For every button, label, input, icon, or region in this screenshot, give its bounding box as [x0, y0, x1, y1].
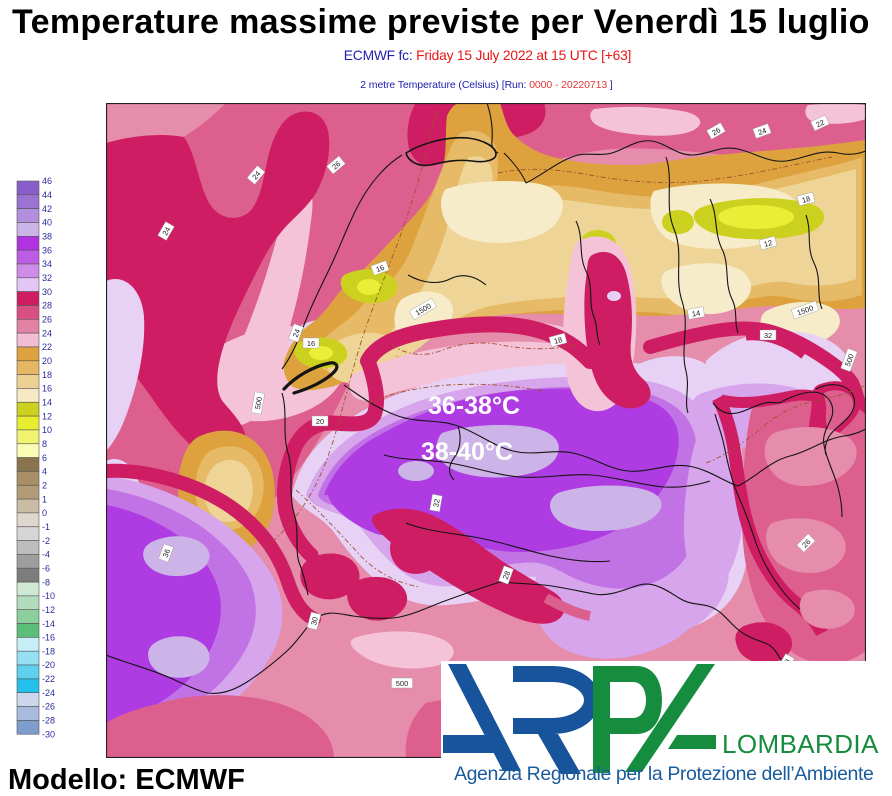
svg-text:-18: -18: [42, 646, 55, 656]
svg-text:16: 16: [307, 339, 315, 348]
svg-text:24: 24: [160, 225, 172, 237]
svg-text:38-40°C: 38-40°C: [421, 438, 513, 466]
svg-text:38: 38: [42, 232, 52, 242]
svg-text:14: 14: [691, 308, 701, 318]
svg-text:28: 28: [501, 570, 512, 581]
svg-text:14: 14: [42, 398, 52, 408]
svg-text:32: 32: [42, 273, 52, 283]
svg-text:-4: -4: [42, 550, 50, 560]
svg-text:42: 42: [42, 204, 52, 214]
svg-text:22: 22: [815, 118, 826, 130]
svg-text:24: 24: [757, 126, 768, 137]
svg-text:18: 18: [553, 335, 563, 346]
svg-text:2: 2: [42, 481, 47, 491]
svg-text:30: 30: [309, 616, 320, 626]
svg-text:36: 36: [161, 548, 172, 559]
svg-text:18: 18: [801, 194, 811, 205]
svg-text:-28: -28: [42, 716, 55, 726]
svg-text:-1: -1: [42, 522, 50, 532]
svg-text:500: 500: [253, 396, 264, 410]
svg-text:-14: -14: [42, 619, 55, 629]
svg-text:40: 40: [42, 218, 52, 228]
svg-text:32: 32: [431, 498, 441, 508]
svg-text:-22: -22: [42, 674, 55, 684]
svg-text:44: 44: [42, 190, 52, 200]
svg-text:-2: -2: [42, 536, 50, 546]
svg-text:-10: -10: [42, 591, 55, 601]
svg-text:-30: -30: [42, 729, 55, 739]
svg-text:-6: -6: [42, 563, 50, 573]
svg-text:4: 4: [42, 467, 47, 477]
svg-text:16: 16: [42, 384, 52, 394]
svg-text:-8: -8: [42, 577, 50, 587]
svg-text:28: 28: [42, 301, 52, 311]
svg-text:32: 32: [764, 331, 772, 340]
svg-text:36: 36: [42, 245, 52, 255]
svg-text:26: 26: [42, 315, 52, 325]
svg-text:12: 12: [763, 238, 773, 249]
svg-text:20: 20: [42, 356, 52, 366]
svg-text:0: 0: [42, 508, 47, 518]
svg-text:22: 22: [42, 342, 52, 352]
svg-text:500: 500: [396, 679, 409, 688]
svg-text:26: 26: [710, 125, 722, 137]
svg-text:-16: -16: [42, 633, 55, 643]
svg-text:8: 8: [42, 439, 47, 449]
svg-text:500: 500: [843, 353, 856, 368]
svg-text:-12: -12: [42, 605, 55, 615]
svg-text:36-38°C: 36-38°C: [428, 392, 520, 420]
svg-text:30: 30: [42, 287, 52, 297]
svg-text:6: 6: [42, 453, 47, 463]
svg-text:-20: -20: [42, 660, 55, 670]
svg-text:16: 16: [375, 263, 386, 274]
svg-text:10: 10: [42, 425, 52, 435]
svg-text:24: 24: [291, 328, 302, 339]
svg-text:-24: -24: [42, 688, 55, 698]
svg-text:46: 46: [42, 176, 52, 186]
svg-text:1: 1: [42, 494, 47, 504]
svg-text:-26: -26: [42, 702, 55, 712]
svg-text:24: 24: [42, 328, 52, 338]
svg-text:12: 12: [42, 411, 52, 421]
svg-text:18: 18: [42, 370, 52, 380]
svg-text:20: 20: [316, 417, 324, 426]
svg-text:34: 34: [42, 259, 52, 269]
